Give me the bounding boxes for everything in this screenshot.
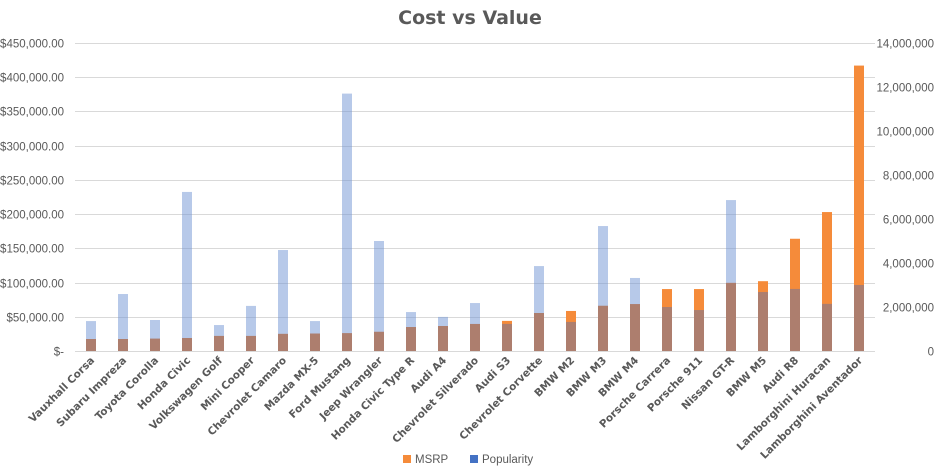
overlap-segment [150,338,160,351]
msrp-bar [854,65,864,351]
popularity-series [86,93,864,351]
left-y-axis: $- $50,000.00 $100,000.00 $150,000.00 $200,0… [0,39,64,359]
right-y-axis: 0 2,000,000 4,000,000 6,000,000 8,000,000 10,… [876,39,934,359]
overlap-segment [470,323,480,351]
overlap-segment [182,337,192,351]
overlap-segment [310,333,320,351]
overlap-segment [438,326,448,351]
gridlines [75,43,875,352]
overlap-segment [854,285,864,351]
overlap-segment [342,333,352,351]
overlap-segment [566,321,576,351]
overlap-segment [214,335,224,351]
overlap-segment [758,292,768,351]
overlap-segment [630,304,640,351]
popularity-bar [374,241,384,351]
legend-swatch-popularity [470,455,478,463]
right-y-tick-label: 12,000,000 [876,83,934,95]
right-y-tick-label: 8,000,000 [883,171,934,183]
right-y-tick-label: 2,000,000 [883,303,934,315]
legend-label-msrp: MSRP [415,454,449,466]
x-tick-label: Porsche 911 [645,355,705,415]
legend-swatch-msrp [403,455,411,463]
left-y-tick-label: $200,000.00 [0,210,64,222]
overlap-segment [278,333,288,351]
overlap-segment [790,288,800,351]
overlap-segment [406,327,416,351]
right-y-tick-label: 14,000,000 [876,39,934,51]
overlap-segment [694,310,704,351]
left-y-tick-label: $250,000.00 [0,176,64,188]
overlap-segment [726,282,736,351]
right-y-tick-label: 4,000,000 [883,259,934,271]
overlap-segment [822,303,832,351]
popularity-bar [182,191,192,351]
popularity-bar [150,319,160,351]
overlap-segment [374,331,384,351]
overlap-segment [662,307,672,351]
overlap-segment [118,339,128,351]
popularity-bar [342,93,352,351]
popularity-bar [86,321,96,351]
legend: MSRP Popularity [403,454,533,466]
popularity-bar [118,294,128,351]
chart-title: Cost vs Value [398,7,542,29]
left-y-tick-label: $400,000.00 [0,73,64,85]
left-y-tick-label: $450,000.00 [0,39,64,51]
right-y-tick-label: 6,000,000 [883,215,934,227]
left-y-tick-label: $50,000.00 [6,313,64,325]
left-y-tick-label: $- [54,347,64,359]
right-y-tick-label: 10,000,000 [876,127,934,139]
popularity-bar [246,305,256,351]
left-y-tick-label: $150,000.00 [0,244,64,256]
popularity-bar [534,266,544,351]
overlap-segment [502,323,512,351]
overlap-segment [598,305,608,351]
msrp-bar [822,212,832,351]
overlap-segment [246,335,256,351]
left-y-tick-label: $350,000.00 [0,107,64,119]
popularity-bar [598,226,608,351]
popularity-bar [726,200,736,351]
left-y-tick-label: $300,000.00 [0,142,64,154]
left-y-tick-label: $100,000.00 [0,279,64,291]
overlap-segment [86,339,96,351]
popularity-bar [278,250,288,351]
right-y-tick-label: 0 [928,347,934,359]
legend-label-popularity: Popularity [482,454,533,466]
overlap-segment [534,313,544,351]
